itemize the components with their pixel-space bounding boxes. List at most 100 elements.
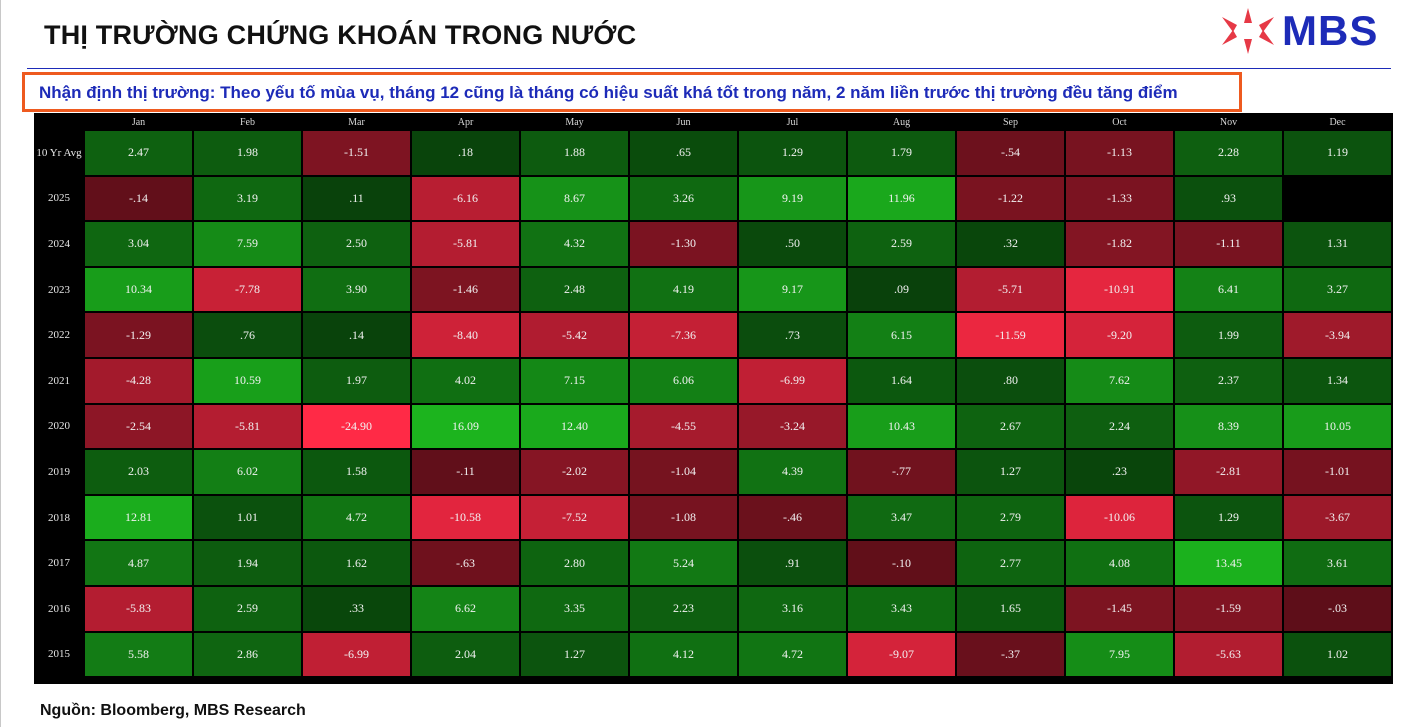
heatmap-cell: 6.02 <box>194 450 301 494</box>
heatmap-cell: 3.61 <box>1284 541 1391 585</box>
heatmap-cell: .18 <box>412 131 519 175</box>
heatmap-cell: 5.24 <box>630 541 737 585</box>
heatmap-cell: -1.22 <box>957 176 1064 221</box>
heatmap-cell: 4.72 <box>303 495 410 540</box>
heatmap-cell: -3.67 <box>1284 495 1391 540</box>
heatmap-cell: 1.64 <box>848 359 955 403</box>
heatmap-cell: -.14 <box>85 176 192 221</box>
heatmap-col-label: Jul <box>786 117 799 128</box>
heatmap-cell: -1.51 <box>303 131 410 175</box>
heatmap-cell: 8.39 <box>1175 404 1282 449</box>
heatmap-cell: 2.23 <box>630 587 737 631</box>
heatmap-row-label: 2016 <box>48 602 70 615</box>
heatmap-cell: -5.83 <box>85 587 192 631</box>
heatmap-cell: .80 <box>957 359 1064 403</box>
heatmap-cell: 2.59 <box>194 587 301 631</box>
heatmap-cell: .76 <box>194 313 301 357</box>
heatmap-cell: -1.82 <box>1066 222 1173 266</box>
heatmap-cell: 3.35 <box>521 587 628 631</box>
heatmap-cell: .32 <box>957 222 1064 266</box>
source-note: Nguồn: Bloomberg, MBS Research <box>40 702 306 719</box>
heatmap-cell: -6.16 <box>412 176 519 221</box>
heatmap-cell: 2.03 <box>85 450 192 494</box>
heatmap-cell: 4.39 <box>739 450 846 494</box>
heatmap-col-label: Jan <box>131 117 146 128</box>
heatmap-cell: 3.26 <box>630 176 737 221</box>
heatmap-cell: 3.43 <box>848 587 955 631</box>
heatmap-cell: 6.15 <box>848 313 955 357</box>
heatmap-cell: 9.19 <box>739 176 846 221</box>
heatmap-cell: -1.01 <box>1284 450 1391 494</box>
heatmap-cell: .33 <box>303 587 410 631</box>
heatmap-cell: .14 <box>303 313 410 357</box>
heatmap-cell: 1.29 <box>739 131 846 175</box>
heatmap-cell: -4.28 <box>85 359 192 403</box>
heatmap-cell: -.46 <box>739 495 846 540</box>
mbs-logo: MBS <box>1218 3 1398 59</box>
heatmap-cell: 12.40 <box>521 404 628 449</box>
heatmap-cell: 7.62 <box>1066 359 1173 403</box>
heatmap-cell: 6.06 <box>630 359 737 403</box>
heatmap-cell: .93 <box>1175 176 1282 221</box>
heatmap-col-label: Oct <box>1112 117 1127 128</box>
heatmap-cell: 2.47 <box>85 131 192 175</box>
heatmap-cell: 2.67 <box>957 404 1064 449</box>
heatmap-cell: 9.17 <box>739 267 846 312</box>
heatmap-cell: 7.15 <box>521 359 628 403</box>
heatmap-cell: -2.02 <box>521 450 628 494</box>
heatmap-cell: 4.12 <box>630 632 737 677</box>
heatmap-cell: -7.36 <box>630 313 737 357</box>
heatmap-cell: -10.06 <box>1066 495 1173 540</box>
heatmap-cell: -5.42 <box>521 313 628 357</box>
heatmap-cell: -1.29 <box>85 313 192 357</box>
heatmap-cell: -2.81 <box>1175 450 1282 494</box>
heatmap-cell: -6.99 <box>303 632 410 677</box>
heatmap-cell: 1.34 <box>1284 359 1391 403</box>
heatmap-cell: 3.27 <box>1284 267 1391 312</box>
heatmap-cell: -4.55 <box>630 404 737 449</box>
header-rule <box>27 68 1391 69</box>
heatmap-col-label: Dec <box>1329 117 1346 128</box>
heatmap-cell: -5.63 <box>1175 632 1282 677</box>
logo-text: MBS <box>1282 7 1379 54</box>
heatmap-cell: -3.24 <box>739 404 846 449</box>
heatmap-row-label: 2015 <box>48 648 70 661</box>
heatmap-cell: -8.40 <box>412 313 519 357</box>
heatmap-cell: 1.27 <box>521 632 628 677</box>
heatmap-cell: -6.99 <box>739 359 846 403</box>
heatmap-col-label: May <box>565 117 584 128</box>
heatmap-cell: .50 <box>739 222 846 266</box>
heatmap-cell: 3.90 <box>303 267 410 312</box>
page-frame-edge <box>0 0 1 727</box>
heatmap-cell: -1.33 <box>1066 176 1173 221</box>
heatmap-cell: 1.97 <box>303 359 410 403</box>
heatmap-cell: 10.59 <box>194 359 301 403</box>
heatmap-row-label: 2020 <box>48 420 70 433</box>
heatmap-cell: -9.07 <box>848 632 955 677</box>
heatmap-cell: 4.72 <box>739 632 846 677</box>
heatmap-col-label: Aug <box>892 117 911 128</box>
heatmap-cell: 16.09 <box>412 404 519 449</box>
heatmap-cell: .73 <box>739 313 846 357</box>
heatmap-cell: 1.65 <box>957 587 1064 631</box>
heatmap-cell: 4.19 <box>630 267 737 312</box>
heatmap-cell: 7.95 <box>1066 632 1173 677</box>
heatmap-row-label: 2018 <box>48 511 70 524</box>
heatmap-cell: 4.08 <box>1066 541 1173 585</box>
heatmap-cell: -10.58 <box>412 495 519 540</box>
heatmap-cell: .91 <box>739 541 846 585</box>
heatmap-cell: 6.62 <box>412 587 519 631</box>
heatmap-cell: -1.11 <box>1175 222 1282 266</box>
heatmap-cell: 2.79 <box>957 495 1064 540</box>
heatmap-cell: -11.59 <box>957 313 1064 357</box>
heatmap-cell: 1.31 <box>1284 222 1391 266</box>
heatmap-cell: 7.59 <box>194 222 301 266</box>
heatmap-cell: 2.50 <box>303 222 410 266</box>
heatmap-cell: 3.16 <box>739 587 846 631</box>
heatmap-row-label: 2025 <box>48 192 70 205</box>
heatmap-cell: 2.28 <box>1175 131 1282 175</box>
heatmap-row-label: 2024 <box>48 238 70 250</box>
heatmap-col-label: Mar <box>348 117 365 128</box>
heatmap-cell: 1.79 <box>848 131 955 175</box>
heatmap-cell: 3.47 <box>848 495 955 540</box>
